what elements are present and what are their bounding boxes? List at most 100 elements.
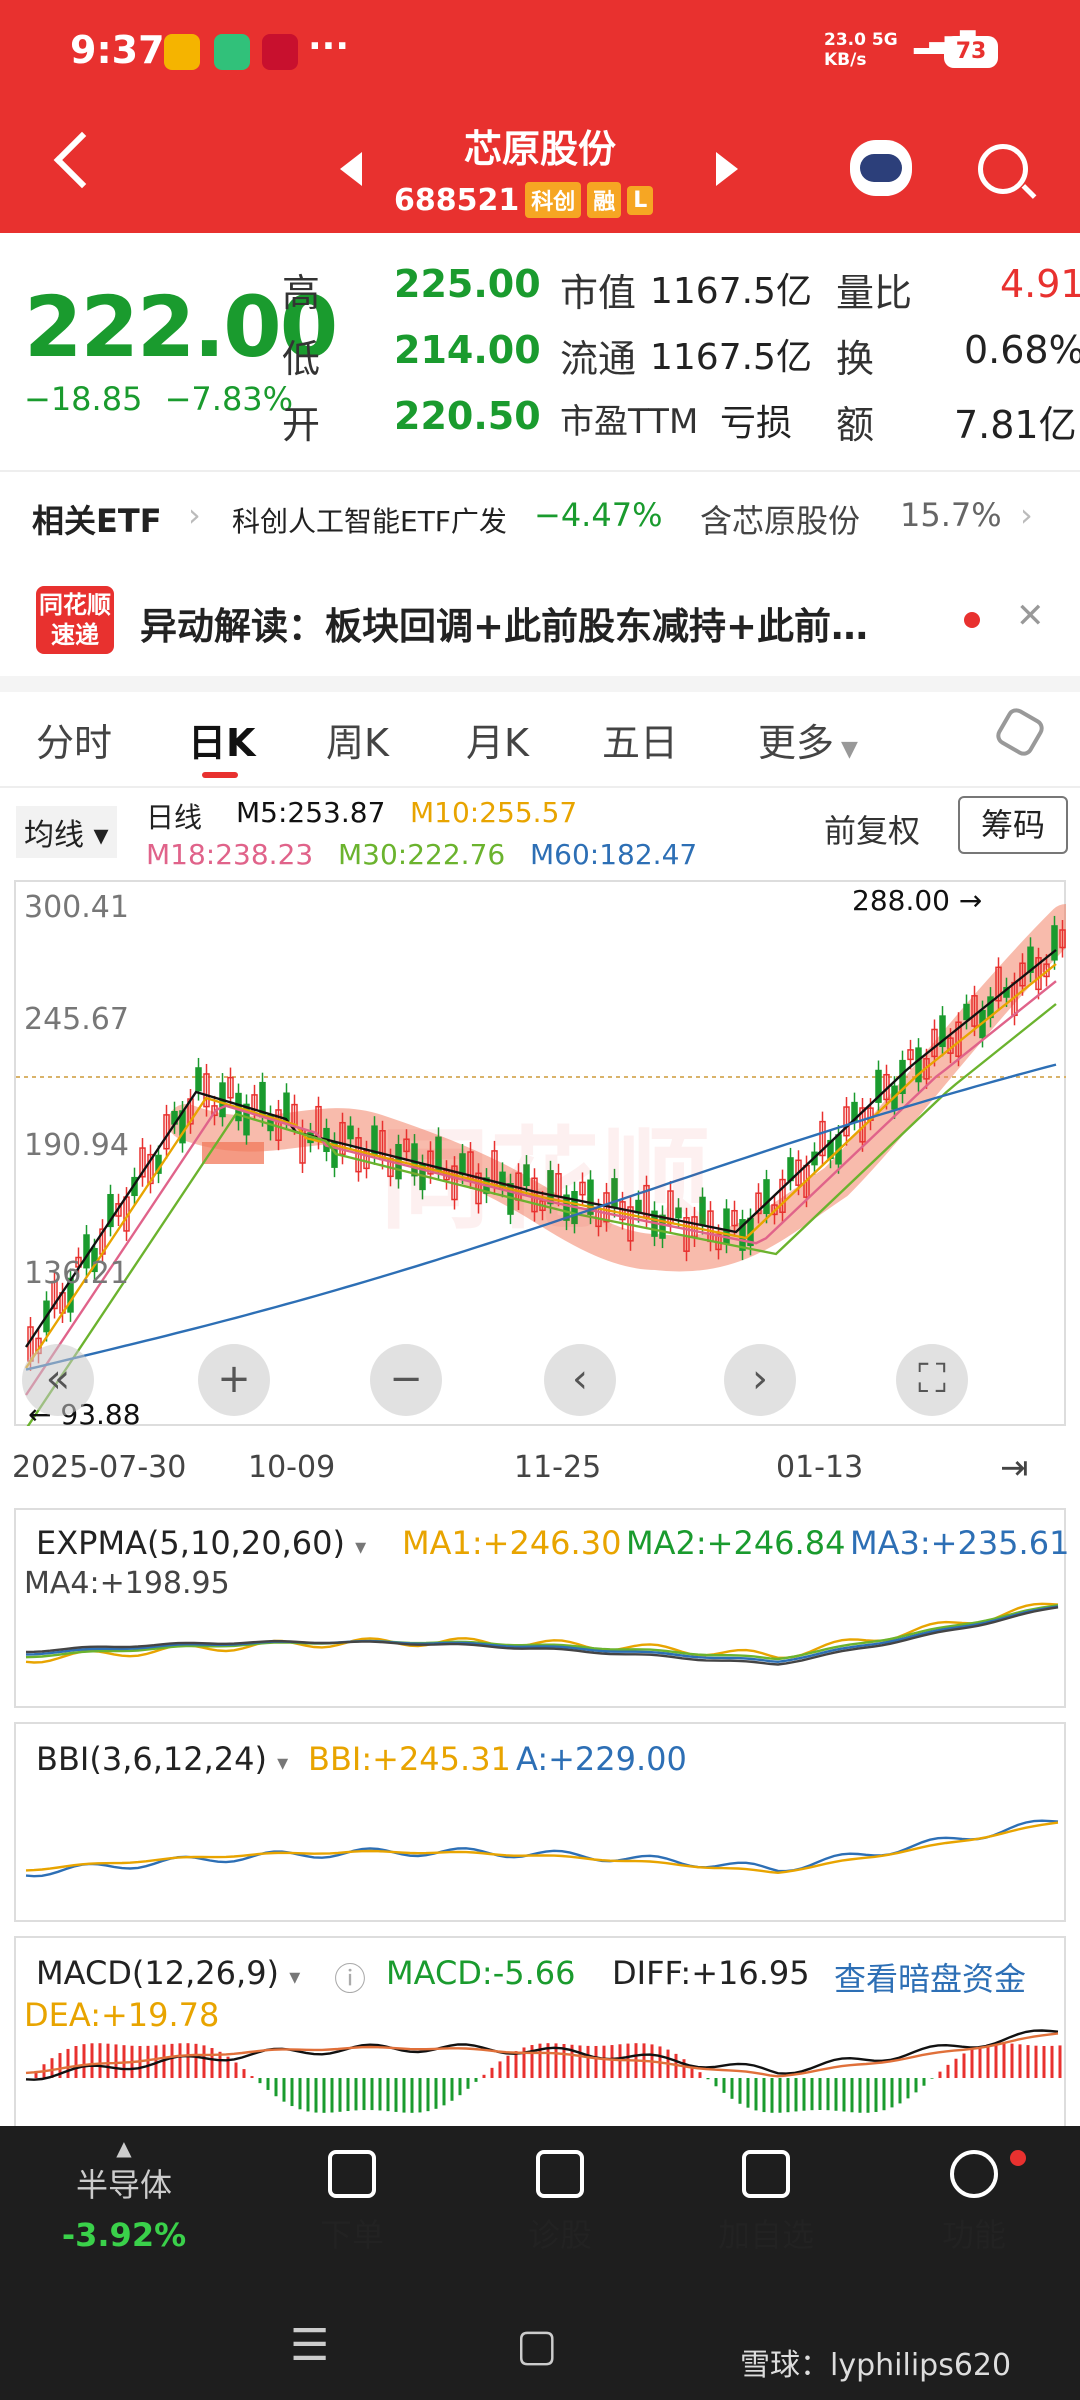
indicator-line [25, 1605, 1059, 1664]
candle [1035, 957, 1042, 991]
chevron-right-icon: › [188, 496, 201, 534]
ths-express-logo: 同花顺 速递 [36, 586, 114, 654]
candle [819, 1120, 826, 1157]
candle [915, 1047, 922, 1083]
candle [739, 1219, 746, 1251]
bottom-nav [0, 2126, 1080, 2400]
candle [203, 1073, 210, 1108]
high-marker: 288.00 → [852, 884, 983, 917]
indicator-line [25, 1606, 1059, 1666]
macd-diff: DIFF:+16.95 [612, 1954, 810, 1992]
zoom-out-button[interactable]: − [370, 1344, 442, 1416]
sector-button[interactable]: ▲ 半导体 -3.92% [24, 2136, 224, 2254]
y-label: 136.21 [24, 1256, 129, 1291]
scroll-left-button[interactable]: ‹ [544, 1344, 616, 1416]
macd-panel[interactable] [14, 1936, 1066, 2126]
prev-stock-icon[interactable] [340, 152, 362, 186]
y-label: 190.94 [24, 1128, 129, 1163]
current-price: 222.00 [24, 278, 338, 376]
ma-line [25, 980, 1057, 1396]
chips-button[interactable]: 筹码 [958, 796, 1068, 854]
footer-credit: 雪球：lyphilips620 [740, 2348, 1012, 2383]
watermark: 同花顺 [380, 1116, 710, 1244]
chevron-right-icon: › [1020, 496, 1033, 534]
tag-margin: 融 [587, 182, 622, 218]
diagnose-icon [536, 2150, 584, 2198]
macd-title[interactable]: MACD(12,26,9) ▾ [36, 1954, 301, 1992]
etf-hold-label: 含芯原股份 [700, 502, 861, 540]
date-label: 10-09 [248, 1450, 336, 1485]
amount-value: 7.81亿 [954, 403, 1077, 447]
expma-title[interactable]: EXPMA(5,10,20,60) ▾ [36, 1524, 367, 1562]
menu-icon[interactable]: ☰ [290, 2320, 330, 2371]
highlight-marker [202, 1142, 264, 1164]
bbi-value: BBI:+245.31 [308, 1740, 511, 1778]
tab-daily-k[interactable]: 日K [188, 721, 256, 765]
candle [107, 1193, 114, 1228]
float-label: 流通 [560, 337, 637, 381]
date-label: 2025-07-30 [12, 1450, 187, 1485]
bbi-panel[interactable] [14, 1722, 1066, 1922]
candle [939, 1015, 946, 1048]
dark-pool-link[interactable]: 查看暗盘资金 [834, 1960, 1027, 1998]
rewind-button[interactable]: « [22, 1344, 94, 1416]
indicator-line [25, 1602, 1059, 1664]
indicator-line [25, 1819, 1059, 1878]
mcap-value: 1167.5亿 [650, 271, 812, 312]
notification-dot [1010, 2150, 1026, 2166]
help-icon[interactable]: ⓘ [334, 1960, 367, 1998]
tab-monthly-k[interactable]: 月K [466, 721, 529, 765]
zoom-in-button[interactable]: + [198, 1344, 270, 1416]
candle [795, 1159, 802, 1186]
candle [995, 966, 1002, 1002]
expma-ma4: MA4:+198.95 [24, 1566, 230, 1601]
next-stock-icon[interactable] [716, 152, 738, 186]
tab-intraday[interactable]: 分时 [36, 721, 113, 765]
order-button[interactable]: 下单 [252, 2150, 452, 2256]
float-value: 1167.5亿 [650, 337, 812, 378]
bbi-title[interactable]: BBI(3,6,12,24) ▾ [36, 1740, 289, 1778]
related-etf-row[interactable]: 相关ETF › 科创人工智能ETF广发 −4.47% 含芯原股份 15.7% › [0, 478, 1080, 558]
latest-icon[interactable]: ⇥ [1000, 1448, 1029, 1488]
fullscreen-button[interactable]: ⛶ [896, 1344, 968, 1416]
expma-plot [25, 1602, 1059, 1666]
home-icon[interactable]: ▢ [516, 2320, 558, 2371]
expma-panel[interactable] [14, 1508, 1066, 1708]
kline-chart[interactable] [14, 880, 1080, 1430]
expma-ma3: MA3:+235.61 [850, 1524, 1070, 1562]
indicator-line [25, 1821, 1059, 1875]
divider [0, 470, 1080, 472]
diagnose-button[interactable]: 诊股 [460, 2150, 660, 2256]
vol-ratio-value: 4.91 [1000, 262, 1080, 306]
price-change: −18.85 −7.83% [24, 380, 294, 418]
price-adjust-toggle[interactable]: 前复权 [824, 812, 921, 850]
high-value: 225.00 [394, 262, 541, 306]
tab-weekly-k[interactable]: 周K [326, 721, 389, 765]
moving-averages [25, 949, 1057, 1430]
function-button[interactable]: 功能 [874, 2150, 1074, 2256]
close-icon[interactable]: ✕ [1016, 596, 1045, 636]
etf-name[interactable]: 科创人工智能ETF广发 [232, 505, 507, 538]
tag-star-market: 科创 [525, 182, 582, 218]
add-watchlist-button[interactable]: 加自选 [666, 2150, 866, 2256]
ma-line [25, 949, 1057, 1348]
ma-selector[interactable]: 均线 ▾ [16, 806, 117, 858]
order-icon [328, 2150, 376, 2198]
tab-five-day[interactable]: 五日 [602, 721, 679, 765]
news-headline[interactable]: 异动解读：板块回调+此前股东减持+此前… [140, 605, 869, 648]
macd-dea: DEA:+19.78 [24, 1996, 220, 2034]
sector-pct: -3.92% [61, 2216, 187, 2254]
y-label: 300.41 [24, 890, 129, 925]
candle [339, 1121, 346, 1156]
candle [243, 1103, 250, 1136]
candle [963, 1003, 970, 1021]
search-icon[interactable] [978, 144, 1028, 194]
tab-more[interactable]: 更多 ▼ [758, 721, 858, 765]
pe-label: 市盈TTM [560, 402, 699, 442]
settings-icon[interactable] [992, 704, 1048, 760]
ai-assistant-icon[interactable] [850, 140, 912, 196]
scroll-right-button[interactable]: › [724, 1344, 796, 1416]
divider [0, 786, 1080, 788]
candle [755, 1192, 762, 1215]
date-label: 01-13 [776, 1450, 864, 1485]
